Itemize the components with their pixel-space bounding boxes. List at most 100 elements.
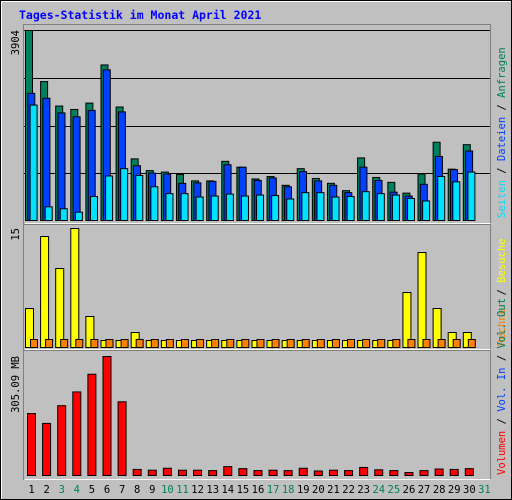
bar-rechner — [347, 339, 356, 348]
x-tick-label: 30 — [463, 484, 476, 496]
bar-seiten — [74, 211, 83, 222]
bar-rechner — [211, 339, 220, 348]
bar-volumen — [72, 391, 82, 476]
bar-seiten — [44, 206, 53, 221]
bar-volumen — [42, 422, 52, 476]
bar-rechner — [45, 339, 54, 348]
bar-besuche — [40, 236, 50, 348]
panel-3-box — [23, 350, 491, 480]
bar-volumen — [313, 470, 323, 477]
legend-item: Rechner — [496, 302, 508, 346]
bar-rechner — [301, 339, 310, 348]
bar-rechner — [271, 339, 280, 348]
legend-item: Dateien — [496, 117, 508, 161]
bar-rechner — [286, 339, 295, 348]
bar-seiten — [271, 195, 280, 222]
x-tick-label: 6 — [104, 484, 110, 496]
bar-besuche — [25, 308, 34, 348]
bar-besuche — [402, 292, 412, 348]
bar-rechner — [226, 339, 235, 348]
bar-dateien — [72, 116, 81, 221]
bar-besuche — [85, 316, 95, 348]
bar-volumen — [132, 468, 142, 477]
bar-seiten — [165, 193, 174, 222]
bar-volumen — [449, 468, 459, 477]
bar-seiten — [467, 171, 476, 221]
bar-rechner — [105, 339, 114, 348]
bar-rechner — [331, 339, 340, 348]
bar-rechner — [392, 339, 401, 348]
x-tick-label: 31 — [478, 484, 491, 496]
panel-2-box — [23, 224, 491, 350]
bar-volumen — [162, 467, 172, 477]
bar-rechner — [180, 339, 189, 348]
x-tick-label: 4 — [74, 484, 80, 496]
bar-volumen — [268, 469, 278, 477]
x-tick-label: 21 — [327, 484, 340, 496]
bar-rechner — [316, 339, 325, 348]
legend-separator: / — [496, 283, 508, 302]
bar-rechner — [407, 339, 416, 348]
bar-seiten — [361, 191, 370, 221]
bar-rechner — [467, 339, 476, 348]
bar-seiten — [286, 198, 295, 221]
x-tick-label: 7 — [119, 484, 125, 496]
x-tick-label: 2 — [43, 484, 49, 496]
bar-volumen — [102, 356, 112, 476]
bar-volumen — [223, 466, 233, 477]
x-tick-label: 18 — [282, 484, 295, 496]
x-tick-label: 8 — [134, 484, 140, 496]
x-tick-label: 12 — [191, 484, 204, 496]
legend-separator: / — [496, 161, 508, 180]
legend-item: Anfragen — [496, 47, 508, 98]
bar-seiten — [225, 193, 234, 222]
bar-volumen — [147, 469, 157, 477]
bar-besuche — [417, 252, 427, 348]
bar-rechner — [362, 339, 371, 348]
bar-volumen — [283, 470, 293, 476]
bar-volumen — [253, 470, 263, 476]
legend-separator: / — [496, 98, 508, 117]
bar-seiten — [89, 196, 98, 222]
bar-volumen — [434, 468, 444, 476]
bar-seiten — [195, 196, 204, 221]
legend-item: Vol. In — [496, 368, 508, 412]
panel-2-max-label: 15 — [10, 228, 22, 241]
bar-seiten — [256, 194, 265, 222]
panel-3-max-label: 305.09 MB — [10, 356, 22, 413]
legend-separator: / — [496, 349, 508, 368]
bar-volumen — [298, 467, 308, 477]
bar-seiten — [452, 181, 461, 221]
bar-volumen — [27, 413, 36, 476]
bar-rechner — [90, 339, 99, 348]
panel-1-max-label: 3904 — [10, 30, 22, 55]
bar-rechner — [422, 339, 431, 348]
bar-volumen — [87, 373, 97, 477]
bar-volumen — [374, 469, 384, 476]
x-tick-label: 14 — [221, 484, 234, 496]
x-tick-label: 10 — [161, 484, 174, 496]
bar-volumen — [193, 469, 203, 477]
bar-seiten — [331, 196, 340, 221]
bar-seiten — [105, 175, 114, 222]
x-tick-label: 13 — [206, 484, 219, 496]
bar-volumen — [238, 468, 248, 477]
x-tick-label: 26 — [403, 484, 416, 496]
x-tick-label: 29 — [448, 484, 461, 496]
bar-dateien — [42, 97, 51, 221]
bar-volumen — [328, 469, 338, 477]
bar-volumen — [177, 469, 187, 477]
x-tick-label: 5 — [89, 484, 95, 496]
x-tick-label: 9 — [149, 484, 155, 496]
bar-seiten — [240, 195, 249, 222]
bar-seiten — [422, 200, 431, 221]
bar-seiten — [120, 168, 129, 221]
bar-seiten — [59, 208, 68, 221]
x-tick-label: 3 — [59, 484, 65, 496]
bar-volumen — [419, 470, 429, 476]
bar-rechner — [196, 339, 205, 348]
x-tick-label: 27 — [418, 484, 431, 496]
bar-seiten — [376, 193, 385, 222]
x-tick-label: 22 — [342, 484, 355, 496]
